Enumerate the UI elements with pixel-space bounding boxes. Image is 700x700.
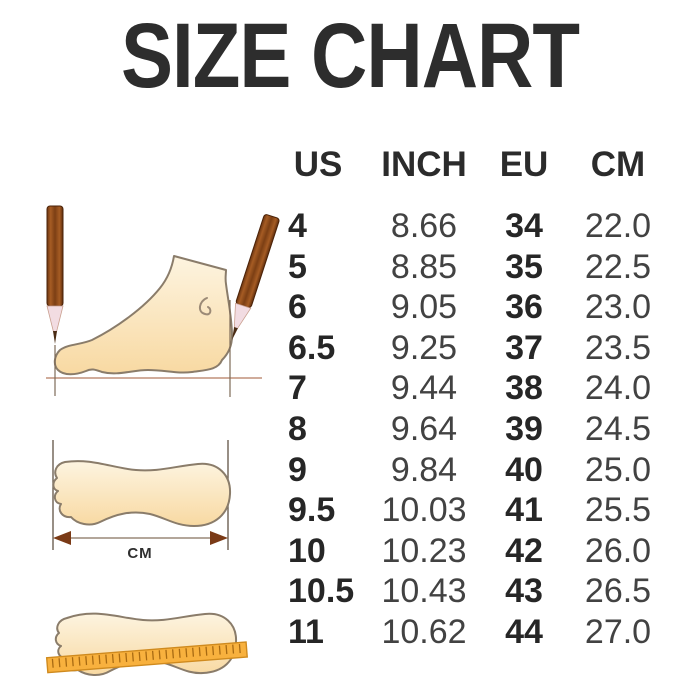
cm-size: 25.5 [584, 491, 652, 530]
footprint-ruler-icon [45, 612, 248, 676]
table-row: 9 9.84 40 25.0 [272, 450, 672, 491]
table-row: 11 10.62 44 27.0 [272, 612, 672, 653]
eu-size: 37 [505, 328, 543, 367]
us-size: 6.5 [288, 328, 336, 367]
table-row: 7 9.44 38 24.0 [272, 368, 672, 409]
table-row: 6.5 9.25 37 23.5 [272, 328, 672, 369]
size-table: US INCH EU CM 4 8.66 34 22.0 5 8.85 35 2… [272, 142, 672, 653]
cm-size: 22.0 [584, 207, 652, 245]
cm-size: 23.0 [584, 288, 652, 327]
us-size: 4 [288, 207, 307, 245]
eu-size: 38 [505, 369, 543, 408]
inch-size: 10.23 [381, 531, 467, 570]
us-size: 10.5 [288, 572, 355, 611]
us-size: 5 [288, 247, 307, 286]
eu-size: 44 [505, 612, 543, 651]
table-row: 10.5 10.43 43 26.5 [272, 571, 672, 612]
table-row: 8 9.64 39 24.5 [272, 409, 672, 450]
eu-size: 34 [505, 207, 543, 245]
us-size: 7 [288, 369, 307, 408]
us-size: 10 [288, 531, 326, 570]
inch-size: 9.44 [390, 369, 458, 408]
eu-size: 39 [505, 409, 543, 448]
cm-size: 22.5 [584, 247, 652, 286]
eu-size: 42 [505, 531, 543, 570]
inch-size: 10.03 [381, 491, 467, 530]
cm-size: 26.5 [584, 572, 652, 611]
us-size: 8 [288, 409, 307, 448]
eu-size: 35 [505, 247, 543, 286]
inch-size: 9.84 [390, 450, 458, 489]
us-size: 9 [288, 450, 307, 489]
eu-size: 36 [505, 288, 543, 327]
cm-size: 26.0 [584, 531, 652, 570]
foot-shape [53, 255, 233, 376]
page-title: SIZE CHART [121, 3, 580, 108]
column-header-inch: INCH [381, 145, 467, 184]
inch-size: 9.64 [390, 409, 458, 448]
measure-arrow [53, 531, 228, 545]
inch-size: 9.05 [390, 288, 458, 327]
eu-size: 41 [505, 491, 543, 530]
foot-side-view-icon [46, 205, 280, 397]
cm-label: CM [127, 545, 152, 562]
pencil-icon [46, 205, 64, 344]
eu-size: 43 [505, 572, 543, 611]
cm-size: 25.0 [584, 450, 652, 489]
inch-size: 9.25 [390, 328, 458, 367]
footprint-shape [52, 460, 232, 527]
inch-size: 10.62 [381, 612, 467, 651]
ruler-icon [45, 641, 248, 674]
column-header-eu: EU [499, 145, 549, 184]
column-header-us: US [293, 145, 343, 184]
table-header-row: US INCH EU CM [272, 142, 672, 188]
table-row: 5 8.85 35 22.5 [272, 247, 672, 288]
us-size: 11 [288, 612, 324, 651]
pencil-icon [232, 214, 280, 340]
inch-size: 8.85 [390, 247, 458, 286]
footprint-cm-icon: CM [52, 440, 232, 562]
us-size: 9.5 [288, 491, 336, 530]
table-row: 9.5 10.03 41 25.5 [272, 490, 672, 531]
ankle-mark [199, 297, 212, 316]
cm-size: 24.5 [584, 409, 652, 448]
cm-size: 24.0 [584, 369, 652, 408]
table-row: 10 10.23 42 26.0 [272, 531, 672, 572]
table-row: 6 9.05 36 23.0 [272, 287, 672, 328]
inch-size: 8.66 [390, 207, 458, 245]
footprint-ruler-illustration [45, 578, 255, 693]
table-row: 4 8.66 34 22.0 [272, 206, 672, 247]
column-header-cm: CM [590, 145, 646, 184]
table-body: 4 8.66 34 22.0 5 8.85 35 22.5 6 9.05 36 … [272, 206, 672, 653]
inch-size: 10.43 [381, 572, 467, 611]
footprint-length-illustration: CM [40, 432, 255, 567]
eu-size: 40 [505, 450, 543, 489]
us-size: 6 [288, 288, 307, 327]
cm-size: 23.5 [584, 328, 652, 367]
cm-size: 27.0 [584, 612, 652, 651]
foot-measure-illustration [20, 200, 285, 405]
